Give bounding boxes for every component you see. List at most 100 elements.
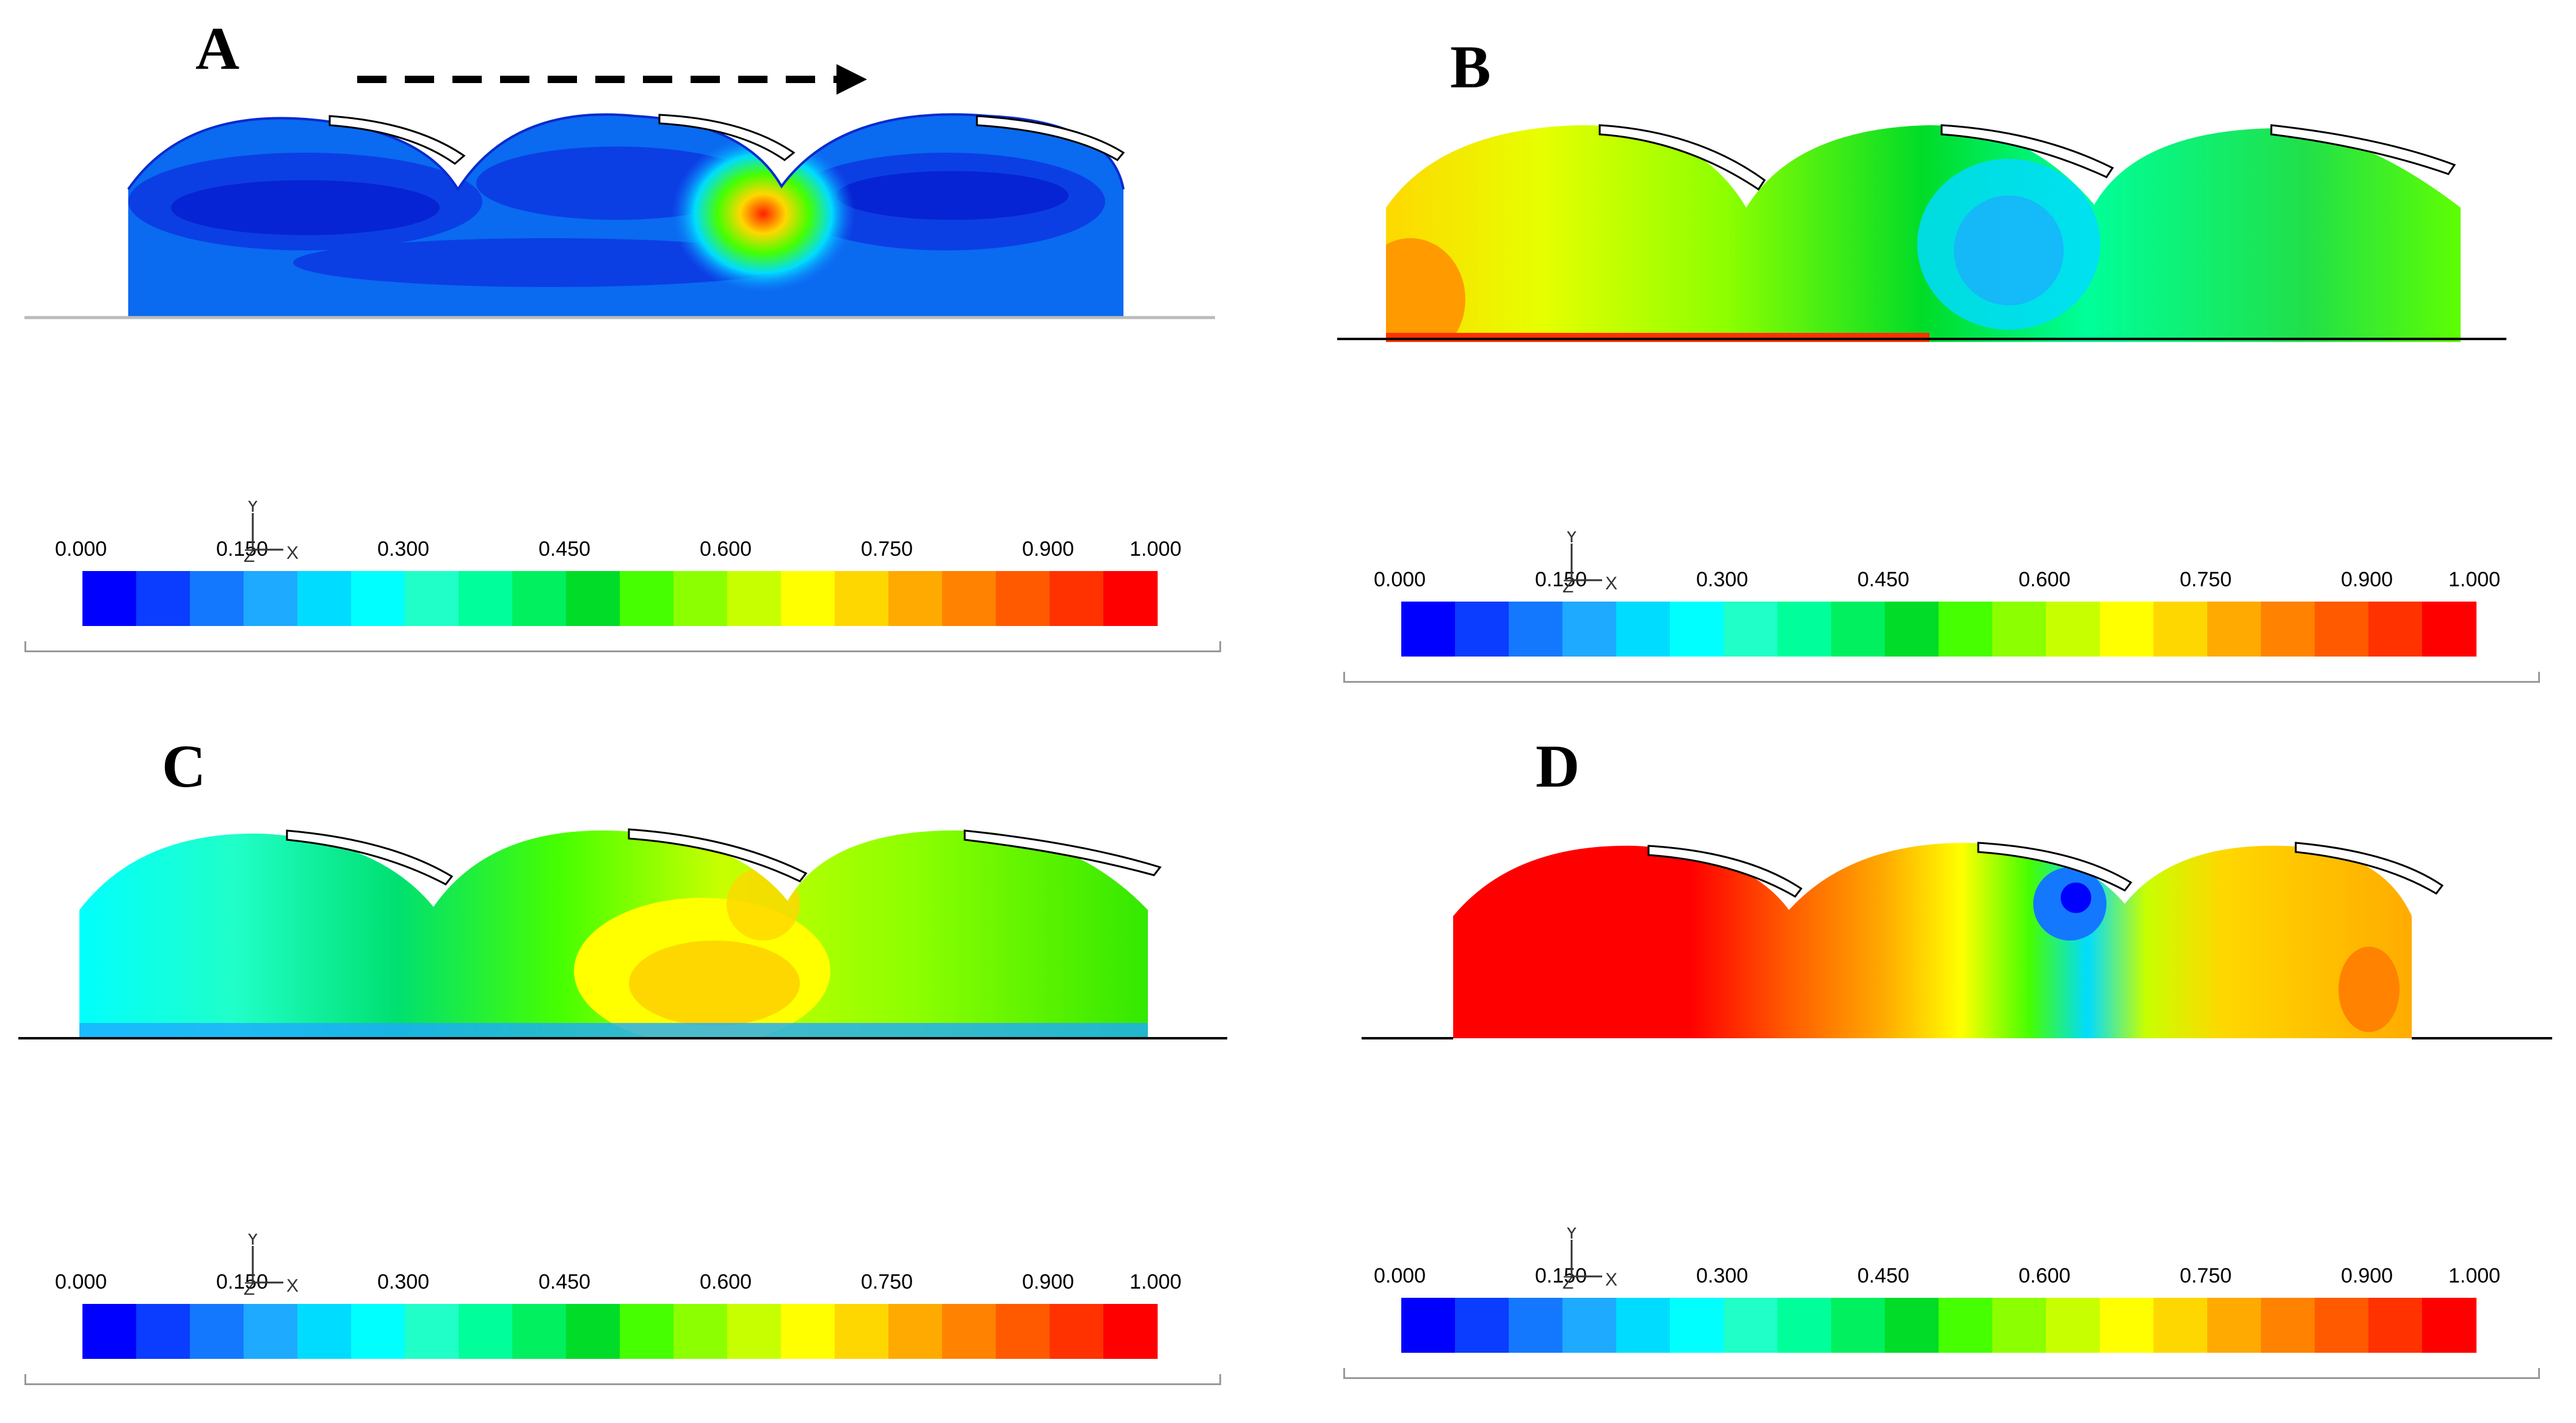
axis-triad-icon: Y Z X	[1562, 531, 1617, 597]
legend-swatch	[1885, 1298, 1939, 1353]
legend-swatch	[1401, 602, 1456, 657]
legend-swatch	[566, 1304, 620, 1359]
legend-swatch	[942, 571, 996, 626]
legend-tick-label: 0.900	[1022, 1270, 1075, 1294]
legend-edge-mark	[2538, 1368, 2540, 1379]
legend-swatch	[2422, 602, 2476, 657]
legend-tick-label: 0.750	[2180, 568, 2232, 591]
legend-tick-label: 0.900	[2341, 568, 2393, 591]
legend-tick-label: 0.900	[1022, 537, 1075, 561]
legend-swatch	[1724, 1298, 1778, 1353]
legend-swatch	[1670, 1298, 1724, 1353]
panel-label-c: C	[162, 732, 206, 800]
legend-tick-label: 0.600	[2019, 1264, 2071, 1287]
axis-z-label: Z	[244, 1279, 255, 1299]
legend-swatch	[512, 571, 567, 626]
legend-swatch	[2207, 602, 2262, 657]
flow-direction-arrow	[357, 64, 867, 95]
legend-swatch	[1885, 602, 1939, 657]
legend-swatch	[727, 1304, 782, 1359]
legend-tick-label: 0.000	[1374, 568, 1426, 591]
legend-swatch	[244, 571, 298, 626]
legend-swatch	[2368, 1298, 2423, 1353]
legend-tick-label: 1.000	[2448, 1264, 2501, 1287]
legend-swatch	[459, 1304, 513, 1359]
legend-edge-mark	[24, 641, 26, 652]
legend-swatch	[297, 1304, 352, 1359]
legend-swatch	[673, 1304, 728, 1359]
legend-baseline	[1343, 1377, 2540, 1379]
legend-a: 0.000 0.150 0.300 0.450 0.600 0.750 0.900 1.000…	[24, 501, 1246, 660]
legend-swatch	[996, 571, 1050, 626]
axis-y-label: Y	[247, 1234, 259, 1249]
legend-swatch	[405, 1304, 459, 1359]
legend-edge-mark	[1219, 641, 1221, 652]
legend-swatch	[2100, 602, 2154, 657]
legend-swatch	[2100, 1298, 2154, 1353]
legend-swatch	[1455, 602, 1509, 657]
legend-swatch	[136, 1304, 190, 1359]
legend-tick-label: 0.000	[55, 537, 107, 561]
axis-y-label: Y	[1566, 531, 1578, 547]
legend-tick-label: 0.450	[539, 1270, 591, 1294]
legend-swatch	[1455, 1298, 1509, 1353]
legend-swatch	[2261, 1298, 2315, 1353]
legend-swatch	[942, 1304, 996, 1359]
legend-swatch	[351, 1304, 405, 1359]
legend-b: 0.000 0.150 0.300 0.450 0.600 0.750 0.900 1.000…	[1343, 531, 2564, 690]
legend-baseline	[24, 650, 1221, 652]
legend-swatch	[1831, 1298, 1885, 1353]
legend-swatch	[1050, 571, 1104, 626]
legend-tick-label: 1.000	[1130, 537, 1182, 561]
legend-swatch	[1616, 602, 1671, 657]
contour-plot-a	[24, 113, 1215, 319]
legend-edge-mark	[2538, 672, 2540, 683]
legend-swatch	[244, 1304, 298, 1359]
legend-baseline	[24, 1383, 1221, 1385]
contour-plot-b	[1337, 124, 2506, 342]
legend-swatch	[1992, 602, 2047, 657]
legend-swatch	[888, 571, 943, 626]
legend-swatch	[1562, 602, 1617, 657]
legend-tick-label: 0.450	[1857, 1264, 1910, 1287]
legend-tick-label: 0.300	[1696, 568, 1749, 591]
legend-swatch	[1777, 602, 1832, 657]
legend-swatch	[136, 571, 190, 626]
panel-label-b: B	[1450, 33, 1491, 101]
legend-swatch	[2153, 1298, 2208, 1353]
legend-swatch	[1724, 602, 1778, 657]
legend-tick-label: 1.000	[2448, 568, 2501, 591]
legend-swatch	[2315, 1298, 2369, 1353]
contour-plot-c	[18, 828, 1227, 1039]
panel-b: B 0.000 0.150 0.300 0.450 0.600 0.750 0	[1319, 24, 2571, 708]
legend-d: 0.000 0.150 0.300 0.450 0.600 0.750 0.900 1.000…	[1343, 1228, 2564, 1386]
axis-z-label: Z	[244, 546, 255, 566]
axis-x-label: X	[1605, 573, 1617, 594]
legend-swatch	[996, 1304, 1050, 1359]
legend-swatch	[620, 1304, 674, 1359]
legend-swatch	[2046, 602, 2100, 657]
legend-tick-label: 0.000	[1374, 1264, 1426, 1287]
legend-edge-mark	[1219, 1374, 1221, 1385]
legend-edge-mark	[24, 1374, 26, 1385]
legend-swatch	[1509, 602, 1563, 657]
panel-label-a: A	[195, 15, 240, 82]
legend-swatch	[190, 571, 244, 626]
legend-tick-label: 0.450	[539, 537, 591, 561]
legend-swatch	[512, 1304, 567, 1359]
legend-edge-mark	[1343, 672, 1345, 683]
legend-swatch	[620, 571, 674, 626]
panel-c: C 0.000 0.150 0.300 0.450 0.600 0.750 0	[0, 715, 1252, 1399]
legend-baseline	[1343, 681, 2540, 683]
legend-swatch	[1562, 1298, 1617, 1353]
axis-x-label: X	[1605, 1270, 1617, 1290]
legend-swatch	[1777, 1298, 1832, 1353]
legend-edge-mark	[1343, 1368, 1345, 1379]
legend-swatch	[190, 1304, 244, 1359]
legend-swatch	[2315, 602, 2369, 657]
legend-swatch	[888, 1304, 943, 1359]
legend-tick-label: 0.750	[861, 537, 913, 561]
axis-z-label: Z	[1562, 1273, 1573, 1293]
legend-swatch	[1050, 1304, 1104, 1359]
legend-swatch	[405, 571, 459, 626]
